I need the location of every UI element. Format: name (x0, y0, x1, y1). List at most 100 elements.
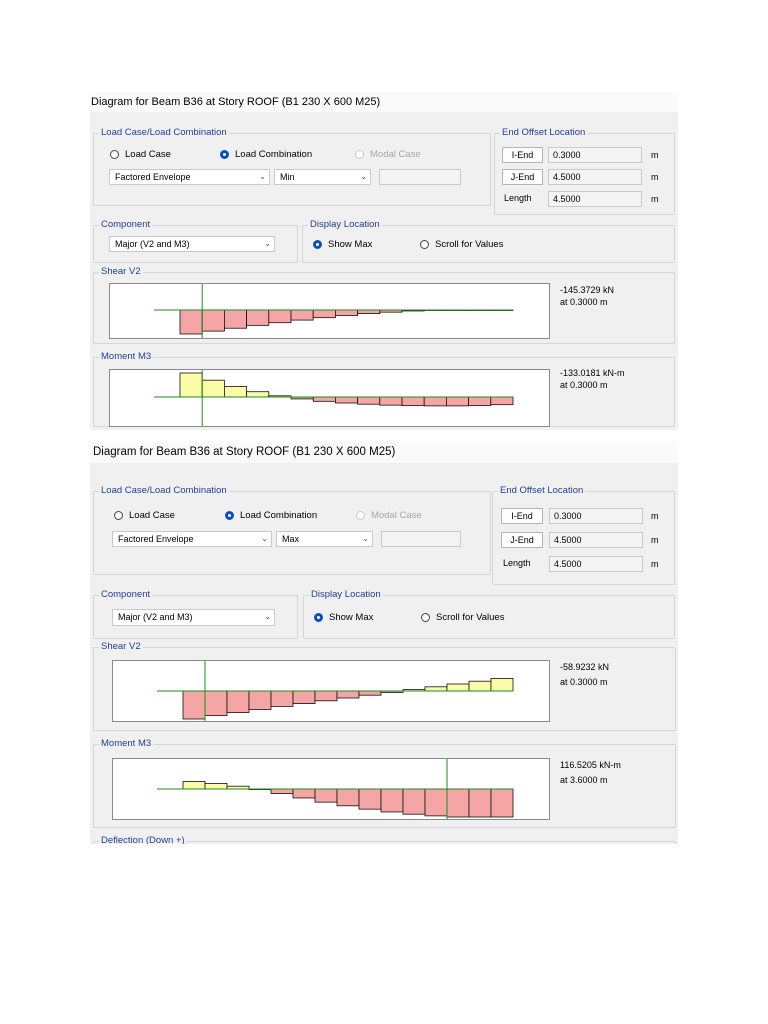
load-case-radio[interactable]: Load Case (114, 510, 175, 521)
chevron-down-icon: ⌄ (264, 612, 271, 621)
diagram-segment (246, 309, 270, 326)
diagram-segment (358, 690, 382, 696)
moment-max-value: 116.5205 kN-m (560, 760, 621, 770)
diagram-segment (270, 690, 294, 707)
chevron-down-icon: ⌄ (362, 534, 369, 543)
diagram-segment (334, 396, 358, 404)
length-label: Length (504, 193, 532, 203)
scroll-values-radio[interactable]: Scroll for Values (421, 612, 504, 623)
diagram-segment (201, 309, 225, 332)
diagram-segment (468, 788, 492, 818)
diagram-segment (270, 788, 294, 794)
shear-diagram (112, 660, 550, 722)
i-end-unit: m (651, 150, 659, 160)
diagram-segment (179, 309, 203, 335)
j-end-field[interactable]: 4.5000 (549, 532, 643, 548)
diagram-segment (358, 788, 382, 810)
end-offset-group: End Offset Location I-End 0.3000 m J-End… (494, 127, 675, 215)
diagram-segment (292, 788, 316, 799)
shear-max-location: at 0.3000 m (560, 297, 608, 307)
diagram-segment (204, 782, 228, 790)
diagram-segment (290, 309, 314, 321)
load-combination-radio[interactable]: Load Combination (225, 510, 317, 521)
radio-unchecked-icon (421, 613, 430, 622)
diagram-segment (314, 788, 338, 803)
diagram-segment (490, 677, 514, 692)
j-end-unit: m (651, 172, 659, 182)
disabled-step-field (381, 531, 461, 547)
radio-checked-icon (220, 150, 229, 159)
radio-unchecked-icon (110, 150, 119, 159)
diagram-segment (357, 396, 381, 405)
load-case-group-label: Load Case/Load Combination (99, 127, 229, 139)
length-unit: m (651, 194, 659, 204)
length-unit: m (651, 559, 659, 569)
diagram-segment (292, 690, 316, 705)
moment-group: Moment M3 116.5205 kN-m at 3.6000 m (93, 738, 676, 828)
diagram-segment (468, 680, 492, 692)
length-label: Length (503, 558, 531, 568)
show-max-radio[interactable]: Show Max (314, 612, 373, 623)
j-end-button[interactable]: J-End (502, 169, 543, 185)
panel-title: Diagram for Beam B36 at Story ROOF (B1 2… (90, 441, 678, 463)
load-case-group-label: Load Case/Load Combination (99, 485, 229, 497)
chevron-down-icon: ⌄ (259, 172, 266, 181)
panel-title: Diagram for Beam B36 at Story ROOF (B1 2… (90, 92, 678, 112)
moment-max-value: -133.0181 kN-m (560, 368, 625, 378)
chevron-down-icon: ⌄ (264, 239, 271, 248)
chevron-down-icon: ⌄ (261, 534, 268, 543)
i-end-button[interactable]: I-End (502, 147, 543, 163)
load-case-radio[interactable]: Load Case (110, 149, 171, 160)
display-location-group-label: Display Location (309, 589, 383, 601)
i-end-field[interactable]: 0.3000 (549, 508, 643, 524)
component-select[interactable]: Major (V2 and M3) ⌄ (112, 609, 275, 626)
j-end-button[interactable]: J-End (501, 532, 543, 548)
combination-select[interactable]: Factored Envelope ⌄ (109, 169, 270, 185)
diagram-segment (357, 309, 381, 314)
component-group-label: Component (99, 219, 153, 231)
component-select[interactable]: Major (V2 and M3) ⌄ (109, 236, 275, 252)
show-max-radio[interactable]: Show Max (313, 239, 372, 250)
beam-diagram-panel-max: Diagram for Beam B36 at Story ROOF (B1 2… (90, 441, 678, 844)
diagram-segment (445, 396, 469, 407)
diagram-segment (201, 379, 225, 398)
diagram-segment (379, 396, 403, 406)
diagram-segment (314, 690, 338, 702)
diagram-segment (312, 396, 336, 402)
diagram-segment (424, 788, 448, 817)
diagram-segment (490, 788, 514, 818)
diagram-segment (446, 683, 470, 692)
component-group: Component Major (V2 and M3) ⌄ (93, 219, 298, 263)
moment-group-label: Moment M3 (99, 738, 154, 750)
i-end-field[interactable]: 0.3000 (548, 147, 642, 163)
load-combination-radio[interactable]: Load Combination (220, 149, 312, 160)
load-case-group: Load Case/Load Combination Load Case Loa… (93, 127, 491, 206)
component-group-label: Component (99, 589, 153, 601)
radio-checked-icon (313, 240, 322, 249)
diagram-segment (490, 396, 514, 406)
j-end-field[interactable]: 4.5000 (548, 169, 642, 185)
envelope-type-select[interactable]: Min ⌄ (274, 169, 371, 185)
radio-unchecked-icon (420, 240, 429, 249)
diagram-segment (182, 690, 206, 720)
deflection-group-label: Deflection (Down +) (99, 835, 187, 844)
i-end-button[interactable]: I-End (501, 508, 543, 524)
modal-case-radio[interactable]: Modal Case (355, 149, 421, 160)
diagram-segment (336, 690, 360, 699)
diagram-segment (179, 372, 203, 398)
envelope-type-select[interactable]: Max ⌄ (276, 531, 373, 547)
radio-disabled-icon (356, 511, 365, 520)
component-group: Component Major (V2 and M3) ⌄ (93, 589, 298, 639)
moment-max-location: at 3.6000 m (560, 775, 608, 785)
scroll-values-radio[interactable]: Scroll for Values (420, 239, 503, 250)
moment-diagram (112, 758, 550, 820)
modal-case-radio[interactable]: Modal Case (356, 510, 422, 521)
diagram-segment (248, 690, 272, 710)
combination-select[interactable]: Factored Envelope ⌄ (112, 531, 272, 547)
display-location-group: Display Location Show Max Scroll for Val… (303, 589, 675, 639)
diagram-segment (226, 690, 250, 713)
j-end-unit: m (651, 535, 659, 545)
display-location-group-label: Display Location (308, 219, 382, 231)
moment-max-location: at 0.3000 m (560, 380, 608, 390)
shear-group: Shear V2 -145.3729 kN at 0.3000 m (93, 266, 675, 344)
